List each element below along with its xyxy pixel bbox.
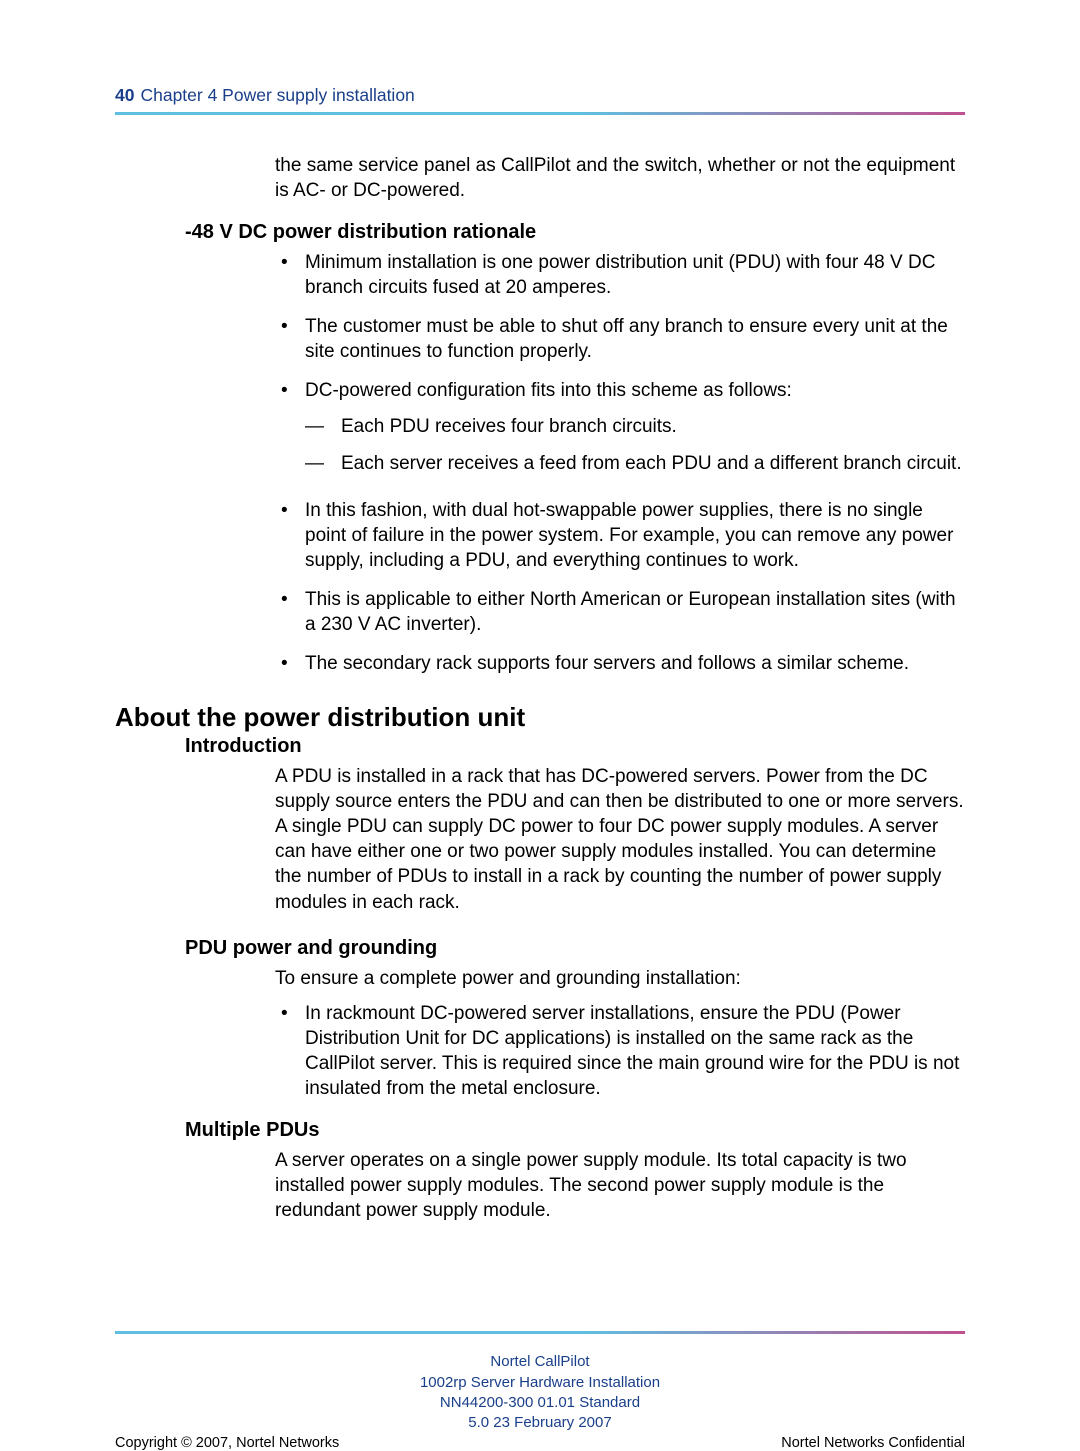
multiple-text: A server operates on a single power supp… (275, 1148, 965, 1223)
page-number: 40 (115, 85, 134, 106)
footer-line2: 1002rp Server Hardware Installation (115, 1373, 965, 1393)
footer-rule (115, 1331, 965, 1334)
introduction-text: A PDU is installed in a rack that has DC… (275, 764, 965, 914)
list-item: In rackmount DC-powered server installat… (275, 1001, 965, 1101)
list-item: Minimum installation is one power distri… (275, 250, 965, 300)
footer-right: Nortel Networks Confidential (781, 1435, 965, 1451)
heading-about: About the power distribution unit (115, 702, 965, 733)
sub-item: Each server receives a feed from each PD… (305, 451, 965, 476)
rationale-list: Minimum installation is one power distri… (275, 250, 965, 676)
grounding-list: In rackmount DC-powered server installat… (275, 1001, 965, 1101)
footer-center: Nortel CallPilot 1002rp Server Hardware … (115, 1352, 965, 1433)
heading-rationale: -48 V DC power distribution rationale (185, 221, 965, 244)
heading-multiple: Multiple PDUs (185, 1119, 965, 1142)
list-text: DC-powered configuration fits into this … (305, 380, 792, 401)
footer-line1: Nortel CallPilot (115, 1352, 965, 1372)
sublist: Each PDU receives four branch circuits. … (305, 414, 965, 476)
footer-left: Copyright © 2007, Nortel Networks (115, 1435, 339, 1451)
heading-introduction: Introduction (185, 735, 965, 758)
list-text: The customer must be able to shut off an… (305, 316, 948, 362)
grounding-intro: To ensure a complete power and grounding… (275, 966, 965, 991)
chapter-label: Chapter 4 Power supply installation (140, 85, 414, 106)
list-item: The customer must be able to shut off an… (275, 314, 965, 364)
list-text: Minimum installation is one power distri… (305, 252, 935, 298)
list-item: The secondary rack supports four servers… (275, 651, 965, 676)
footer-line4: 5.0 23 February 2007 (115, 1413, 965, 1433)
list-text: The secondary rack supports four servers… (305, 653, 909, 674)
list-text: In rackmount DC-powered server installat… (305, 1003, 959, 1099)
footer-line3: NN44200-300 01.01 Standard (115, 1393, 965, 1413)
page-header: 40 Chapter 4 Power supply installation (115, 85, 965, 106)
list-item: DC-powered configuration fits into this … (275, 378, 965, 475)
list-item: This is applicable to either North Ameri… (275, 587, 965, 637)
list-text: This is applicable to either North Ameri… (305, 589, 956, 635)
sub-item: Each PDU receives four branch circuits. (305, 414, 965, 439)
footer-row: Copyright © 2007, Nortel Networks Nortel… (115, 1435, 965, 1451)
header-rule (115, 112, 965, 115)
list-text: In this fashion, with dual hot-swappable… (305, 500, 953, 571)
list-item: In this fashion, with dual hot-swappable… (275, 498, 965, 573)
heading-grounding: PDU power and grounding (185, 937, 965, 960)
intro-paragraph: the same service panel as CallPilot and … (275, 153, 965, 203)
